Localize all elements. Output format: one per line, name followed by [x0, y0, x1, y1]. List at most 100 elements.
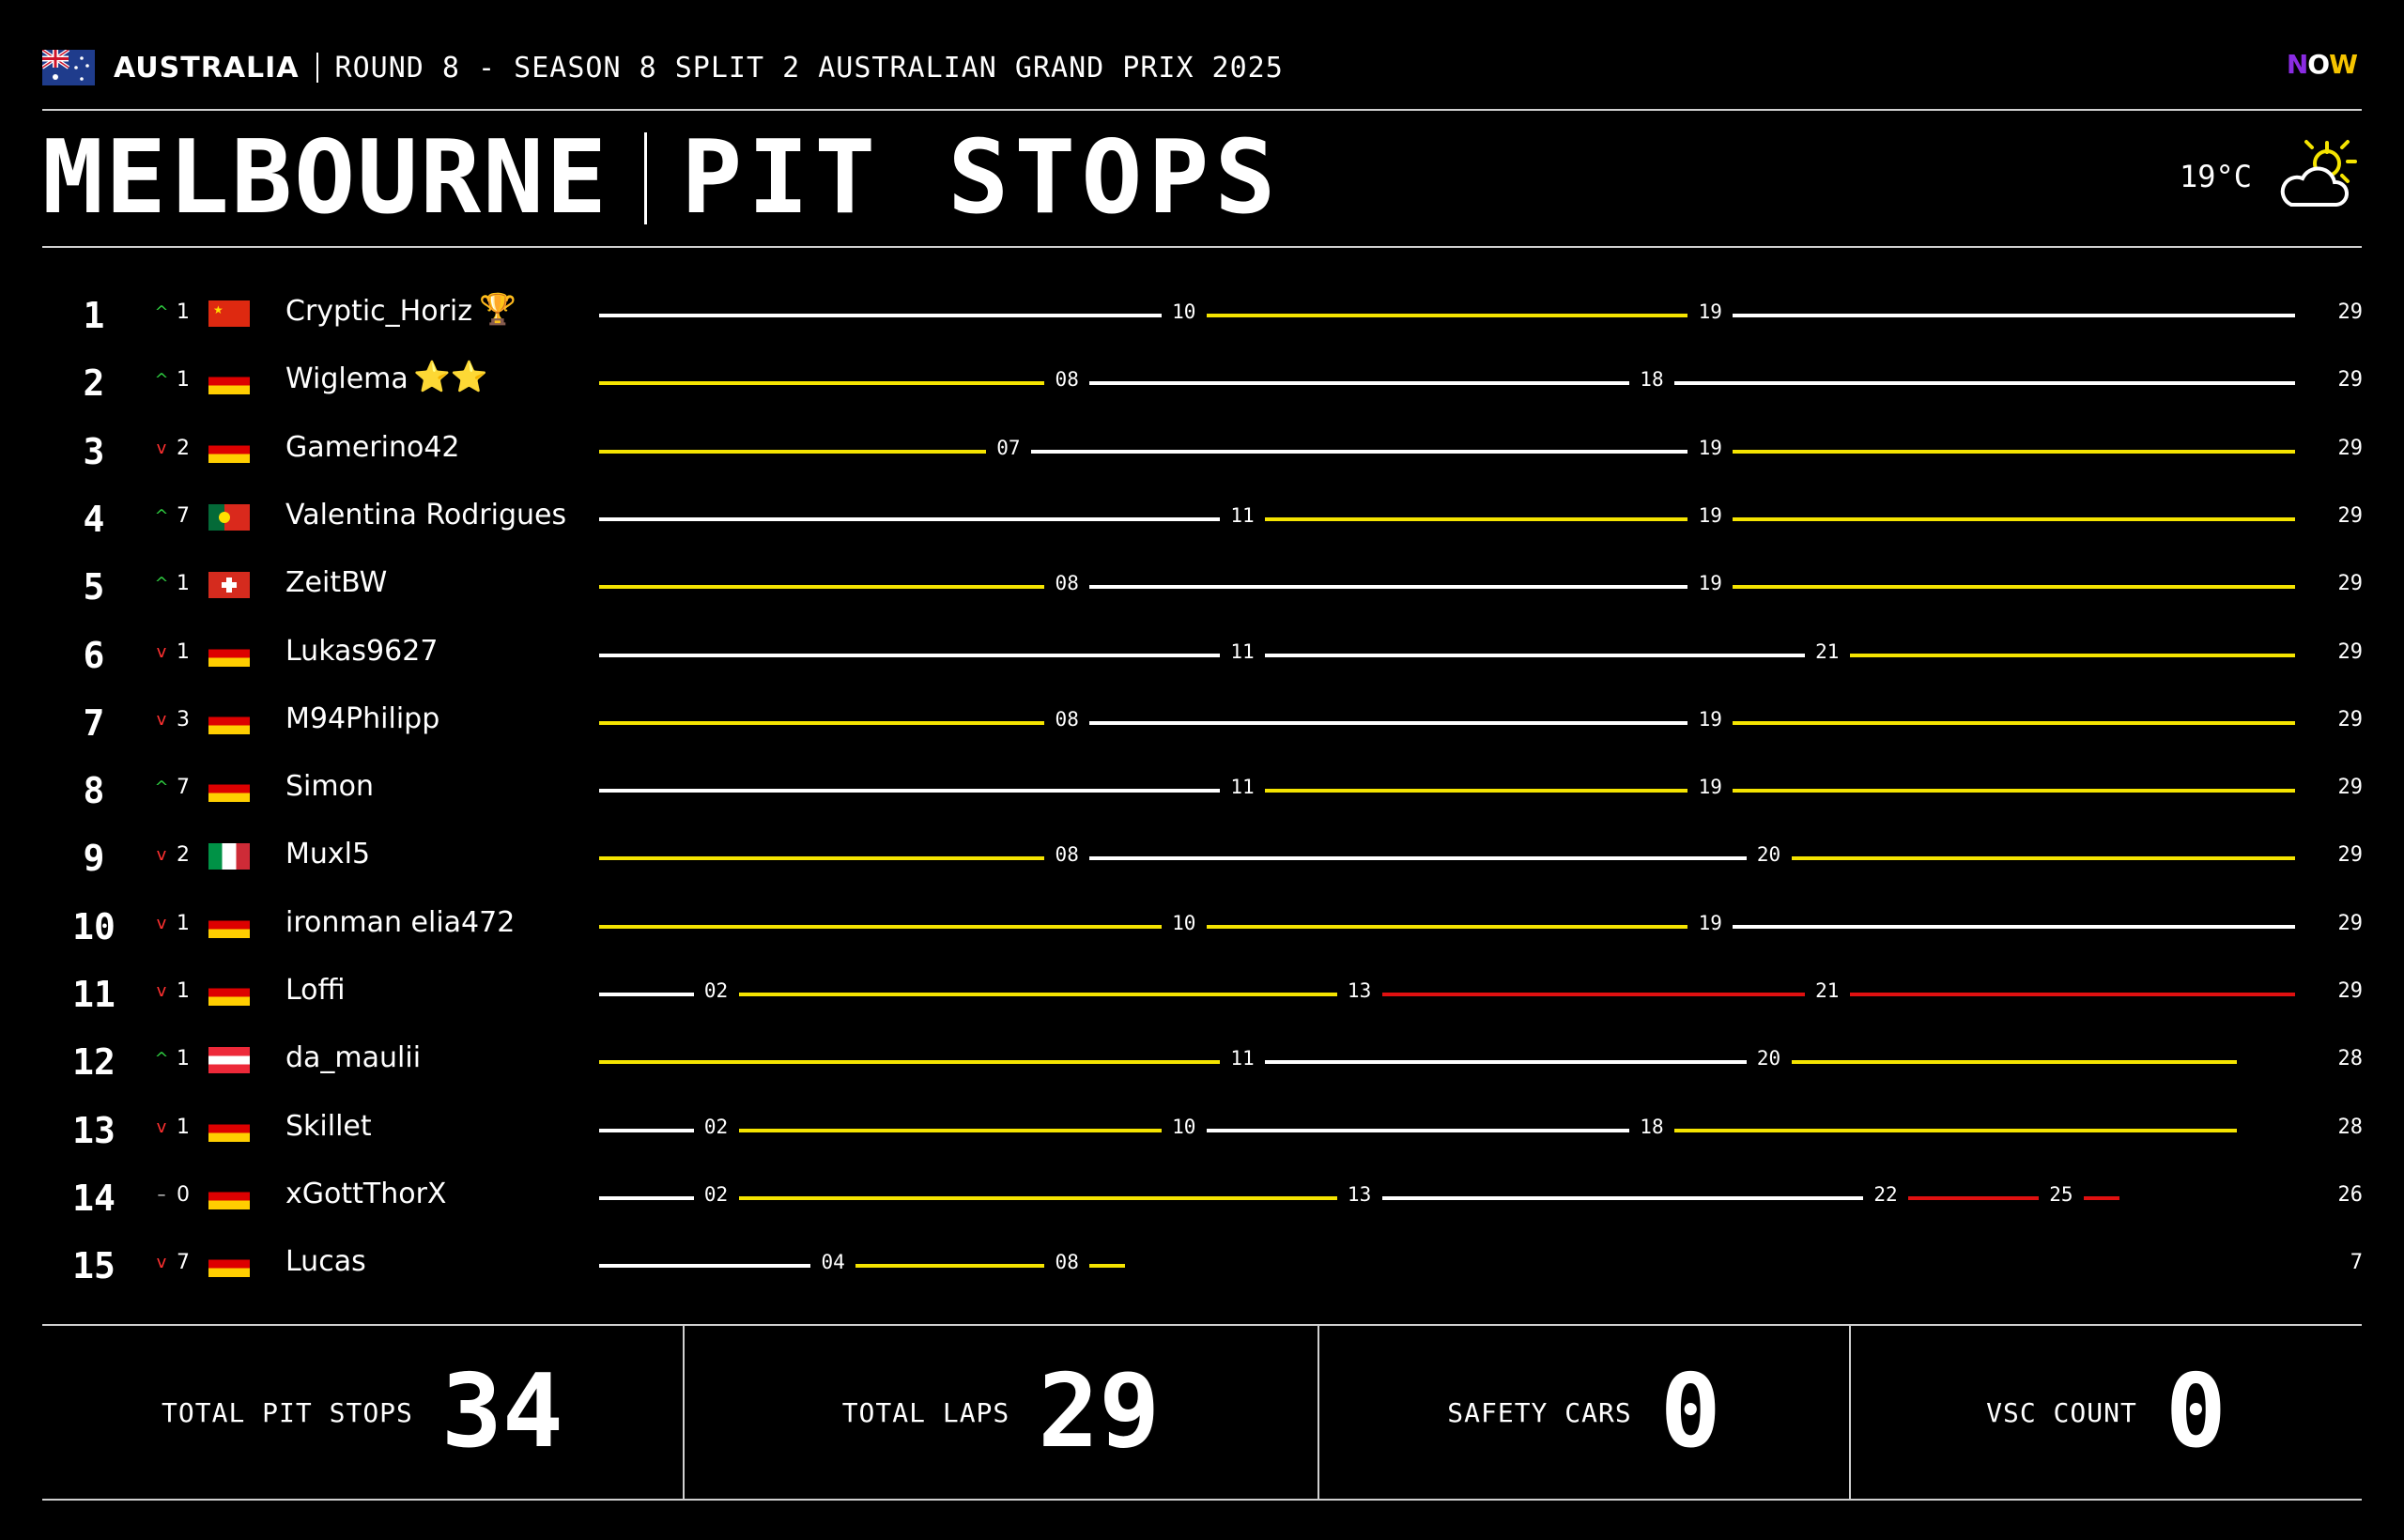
position-change-value: 7	[177, 503, 190, 528]
arrow-down-icon: v	[156, 1116, 167, 1137]
flag-ch-icon	[208, 572, 250, 599]
stint-track: 04 08	[599, 1232, 2295, 1300]
pit-stop-lap: 08	[1055, 843, 1079, 867]
pit-stop-lap: 13	[1347, 1182, 1372, 1206]
stint-yellow	[599, 924, 1162, 929]
pit-stop-lap: 19	[1698, 503, 1722, 527]
laps-completed: 29	[2337, 368, 2364, 393]
stat-vsc-count: VSC COUNT 0	[1849, 1326, 2362, 1499]
pit-stop-lap: 02	[703, 1182, 729, 1206]
pit-stop-lap: 20	[1756, 843, 1781, 867]
pit-stop-lap: 19	[1698, 707, 1722, 731]
stint-track: 11 19	[599, 757, 2295, 824]
driver-name: ironman elia472	[285, 905, 516, 939]
table-row: 12 ^ 1 da_maulii 11 20 28	[0, 1028, 2404, 1096]
flag-cn-icon: ★	[208, 300, 250, 327]
flag-de-icon	[208, 979, 250, 1006]
pit-stop-lap: 10	[1172, 300, 1196, 323]
laps-completed: 26	[2337, 1182, 2364, 1207]
arrow-up-icon: ^	[154, 574, 169, 594]
stint-track: 11 19	[599, 485, 2295, 553]
stint-track: 11 20	[599, 1028, 2295, 1096]
pit-stop-lap: 22	[1873, 1182, 1898, 1206]
position-change-value: 1	[177, 639, 190, 664]
table-row: 1 ^ 1 ★ Cryptic_Horiz 🏆 10 19 29	[0, 282, 2404, 349]
pit-stop-lap: 08	[1055, 368, 1079, 392]
laps-completed: 29	[2337, 503, 2364, 528]
arrow-up-icon: ^	[154, 370, 169, 391]
arrow-down-icon: v	[156, 438, 167, 458]
pit-stop-lap: 08	[1055, 1251, 1079, 1274]
flag-de-icon	[208, 368, 250, 395]
stint-yellow	[599, 449, 986, 454]
city-title: MELBOURNE	[42, 119, 609, 237]
flag-de-icon	[208, 776, 250, 803]
table-row: 4 ^ 7 Valentina Rodrigues 11 19 29	[0, 485, 2404, 553]
position-change-value: 1	[177, 1115, 190, 1139]
table-row: 3 v 2 Gamerino42 07 19 29	[0, 418, 2404, 485]
table-row: 11 v 1 Loffi 02 13 21 29	[0, 961, 2404, 1028]
position-change-value: 1	[177, 979, 190, 1003]
driver-name: ZeitBW	[285, 566, 388, 600]
position-change-value: 2	[177, 843, 190, 868]
stint-white	[1089, 585, 1688, 590]
finish-position: 11	[72, 974, 116, 1015]
pit-stop-lap: 19	[1698, 776, 1722, 799]
stat-safety-cars: SAFETY CARS 0	[1318, 1326, 1849, 1499]
stint-yellow	[1265, 789, 1688, 793]
position-change-value: 1	[177, 572, 190, 596]
stint-yellow	[1673, 1128, 2237, 1132]
stint-yellow	[1206, 924, 1688, 929]
stint-white	[1733, 314, 2295, 317]
position-change: –0	[154, 1183, 191, 1207]
position-change: ^ 1	[154, 1047, 190, 1070]
position-change: ^ 7	[154, 504, 190, 528]
stint-yellow	[738, 1128, 1162, 1132]
finish-position: 1	[83, 295, 105, 336]
pit-stop-lap: 04	[821, 1251, 845, 1274]
brand-logo: NOW	[2286, 49, 2358, 80]
pit-stop-lap: 19	[1698, 572, 1722, 595]
country-name: AUSTRALIA	[114, 51, 300, 85]
finish-position: 14	[72, 1177, 116, 1219]
table-row: 14 –0 xGottThorX 02 13 22 25 26	[0, 1164, 2404, 1232]
position-change-value: 1	[177, 1047, 190, 1071]
stint-white	[599, 653, 1221, 657]
driver-name: da_maulii	[285, 1041, 422, 1075]
table-row: 7 v 3 M94Philipp 08 19 29	[0, 689, 2404, 757]
stint-track: 08 18	[599, 349, 2295, 417]
event-header: AUSTRALIA ROUND 8 - SEASON 8 SPLIT 2 AUS…	[42, 47, 1284, 88]
pit-stop-lap: 10	[1172, 911, 1196, 934]
finish-position: 7	[83, 701, 105, 744]
arrow-down-icon: v	[156, 641, 167, 662]
stint-track: 08 19	[599, 553, 2295, 621]
stint-yellow	[1265, 516, 1688, 521]
stint-white	[1733, 924, 2295, 929]
driver-name: Loffi	[285, 974, 346, 1007]
driver-name: xGottThorX	[285, 1177, 447, 1210]
stat-total-pit-stops: TOTAL PIT STOPS 34	[162, 1353, 563, 1471]
flag-it-icon	[208, 843, 250, 870]
flag-at-icon	[208, 1047, 250, 1074]
laps-completed: 28	[2337, 1047, 2364, 1071]
stint-white	[1265, 653, 1805, 657]
stint-yellow	[738, 1195, 1337, 1200]
driver-name: Skillet	[285, 1109, 372, 1143]
arrow-down-icon: v	[156, 913, 167, 933]
stint-white	[1265, 1060, 1747, 1065]
stint-white	[1030, 449, 1688, 454]
table-row: 13 v 1 Skillet 02 10 18 28	[0, 1097, 2404, 1164]
stint-track: 02 10 18	[599, 1097, 2295, 1164]
finish-position: 15	[72, 1245, 116, 1287]
flag-de-icon	[208, 1115, 250, 1142]
australia-flag-icon	[42, 50, 95, 85]
pit-stop-lap: 08	[1055, 572, 1079, 595]
stint-white	[599, 1195, 694, 1200]
stint-track: 11 21	[599, 622, 2295, 689]
stint-yellow	[1733, 516, 2295, 521]
stint-track: 10 19	[599, 893, 2295, 961]
laps-completed: 29	[2337, 639, 2364, 664]
pit-stop-lap: 08	[1055, 707, 1079, 731]
